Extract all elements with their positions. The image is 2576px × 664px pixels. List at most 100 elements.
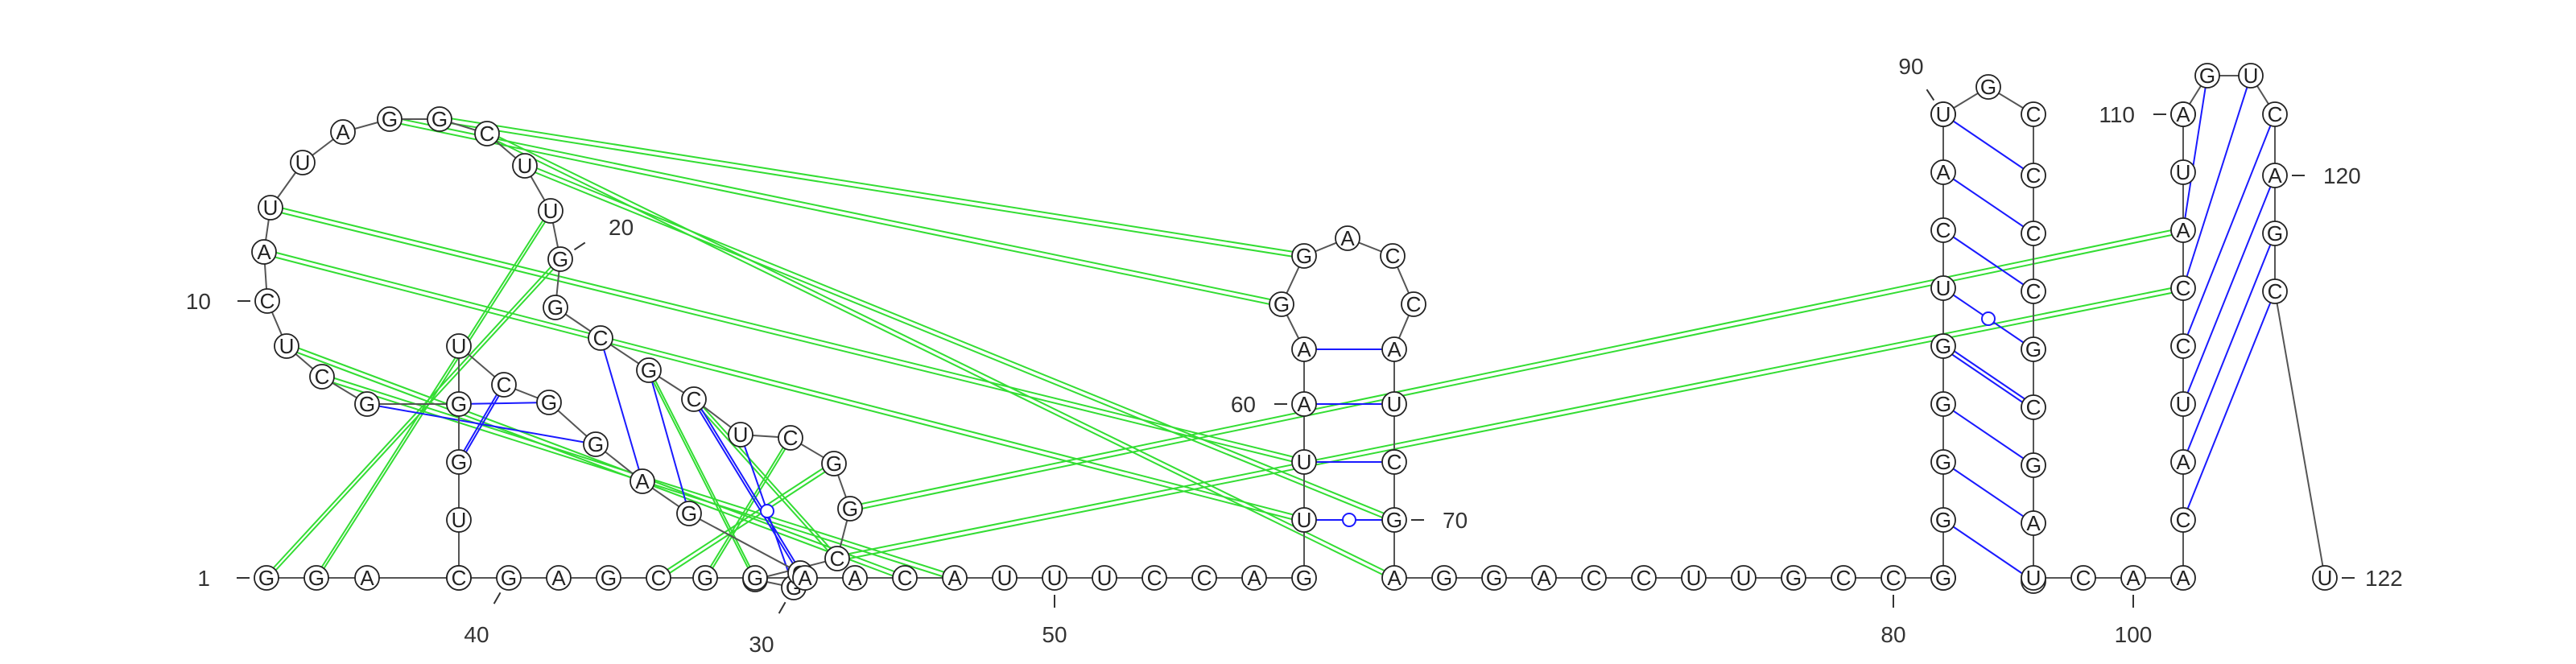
pseudoknot-line <box>263 249 1305 518</box>
nucleotide-letter: G <box>1486 566 1502 590</box>
position-tick <box>1926 89 1935 101</box>
nucleotide-circle <box>992 565 1018 591</box>
base-pair-line <box>648 369 690 514</box>
pseudoknot-line <box>389 121 1282 307</box>
nucleotide-101: A <box>2021 510 2046 536</box>
nucleotide-letter: A <box>1936 160 1951 184</box>
nucleotide-letter: G <box>308 566 324 590</box>
nucleotide-1: G <box>254 565 279 591</box>
pseudoknot-line <box>286 348 906 581</box>
nucleotide-circle <box>546 565 572 591</box>
nucleotide-letter: A <box>257 240 271 264</box>
nucleotide-100: G <box>2021 452 2046 478</box>
nucleotide-letter: U <box>2176 160 2191 184</box>
nucleotide-letter: G <box>451 450 467 474</box>
nucleotide-50: A <box>942 565 968 591</box>
nucleotide-letter: A <box>2026 511 2041 535</box>
nucleotide-circle <box>1975 74 2001 100</box>
nucleotide-circle <box>1831 565 1856 591</box>
nucleotide-letter: U <box>1297 508 1312 532</box>
base-pair-line <box>1942 519 2034 582</box>
nucleotide-circle <box>274 333 299 359</box>
gu-pair-marker <box>760 504 774 518</box>
nucleotide-circle <box>2021 101 2046 127</box>
gu-pair-markers <box>760 311 1996 527</box>
nucleotide-letter: U <box>1736 566 1752 590</box>
base-pair-line <box>458 402 550 405</box>
nucleotide-letter: A <box>1387 566 1402 590</box>
nucleotide-88: U <box>1930 275 1956 301</box>
nucleotide-circle <box>1141 565 1167 591</box>
nucleotide-105: A <box>2120 565 2146 591</box>
nucleotide-circle <box>681 386 707 412</box>
nucleotide-letter: G <box>1386 508 1402 532</box>
nucleotides: GGAUUGGGCUCAUUAGGCUUGGCGCUCGGCUGGGAGGCUC… <box>251 63 2338 600</box>
nucleotide-letter: G <box>2025 453 2041 477</box>
nucleotide-letter: C <box>1637 566 1652 590</box>
nucleotide-letter: C <box>2026 163 2041 188</box>
nucleotide-letter: G <box>1785 566 1802 590</box>
nucleotide-letter: C <box>2176 334 2191 358</box>
position-label-10: 10 <box>186 289 211 314</box>
base-pair-line <box>2182 291 2276 521</box>
nucleotide-97: C <box>2021 278 2046 304</box>
pseudoknot-line <box>389 116 1282 303</box>
nucleotide-74: A <box>1531 565 1557 591</box>
nucleotide-letter: C <box>651 566 667 590</box>
nucleotide-20: U <box>538 198 564 224</box>
nucleotide-letter: C <box>2026 221 2041 245</box>
nucleotide-letter: G <box>681 501 697 526</box>
nucleotide-letter: A <box>1247 566 1261 590</box>
position-tick <box>493 592 502 604</box>
nucleotide-circle <box>2262 278 2288 304</box>
pseudoknot-line <box>524 167 1395 523</box>
nucleotide-circle <box>1930 565 1956 591</box>
nucleotide-67: A <box>1381 336 1407 362</box>
base-pair-line <box>1942 229 2034 292</box>
base-pair-line <box>2182 175 2276 405</box>
nucleotide-circle <box>1042 565 1067 591</box>
position-tick <box>573 241 586 251</box>
nucleotide-59: U <box>1291 449 1317 475</box>
nucleotide-letter: A <box>2176 566 2190 590</box>
position-label-120: 120 <box>2323 163 2361 188</box>
nucleotide-letter: C <box>2026 102 2041 126</box>
nucleotide-circle <box>446 333 472 359</box>
nucleotide-circle <box>2021 221 2046 246</box>
nucleotide-letter: G <box>2199 64 2215 88</box>
nucleotide-81: C <box>1880 565 1906 591</box>
nucleotide-letter: G <box>641 358 657 382</box>
nucleotide-circle <box>1930 391 1956 417</box>
nucleotide-98: G <box>2021 336 2046 362</box>
nucleotide-letter: A <box>2268 163 2282 188</box>
nucleotide-letter: G <box>382 107 398 131</box>
nucleotide-letter: U <box>518 154 533 178</box>
nucleotide-circle <box>1381 507 1407 533</box>
base-pair-line <box>1942 171 2034 234</box>
nucleotide-circle <box>2312 565 2338 591</box>
base-pair-line <box>600 337 643 482</box>
base-pair-line <box>458 381 505 460</box>
nucleotide-117: U <box>2238 63 2264 89</box>
nucleotide-26: U <box>728 422 753 447</box>
nucleotide-30: C <box>824 546 850 571</box>
nucleotide-circle <box>2262 221 2288 246</box>
nucleotide-letter: C <box>315 365 330 389</box>
pseudoknot-line <box>316 212 551 581</box>
nucleotide-letter: G <box>258 566 275 590</box>
nucleotide-circle <box>254 288 280 314</box>
base-pair-lines <box>366 75 2276 588</box>
nucleotide-circle <box>1291 565 1317 591</box>
nucleotide-52: U <box>1042 565 1067 591</box>
nucleotide-letter: C <box>2026 279 2041 303</box>
nucleotide-6: G <box>446 449 472 475</box>
nucleotide-65: C <box>1380 243 1406 269</box>
nucleotide-letter: G <box>1436 566 1452 590</box>
nucleotide-circle <box>1631 565 1657 591</box>
nucleotide-circle <box>1381 336 1407 362</box>
nucleotide-103: U <box>2021 565 2046 591</box>
gu-pair-marker <box>1342 513 1356 527</box>
nucleotide-circle <box>1930 333 1956 359</box>
position-label-70: 70 <box>1443 508 1468 533</box>
